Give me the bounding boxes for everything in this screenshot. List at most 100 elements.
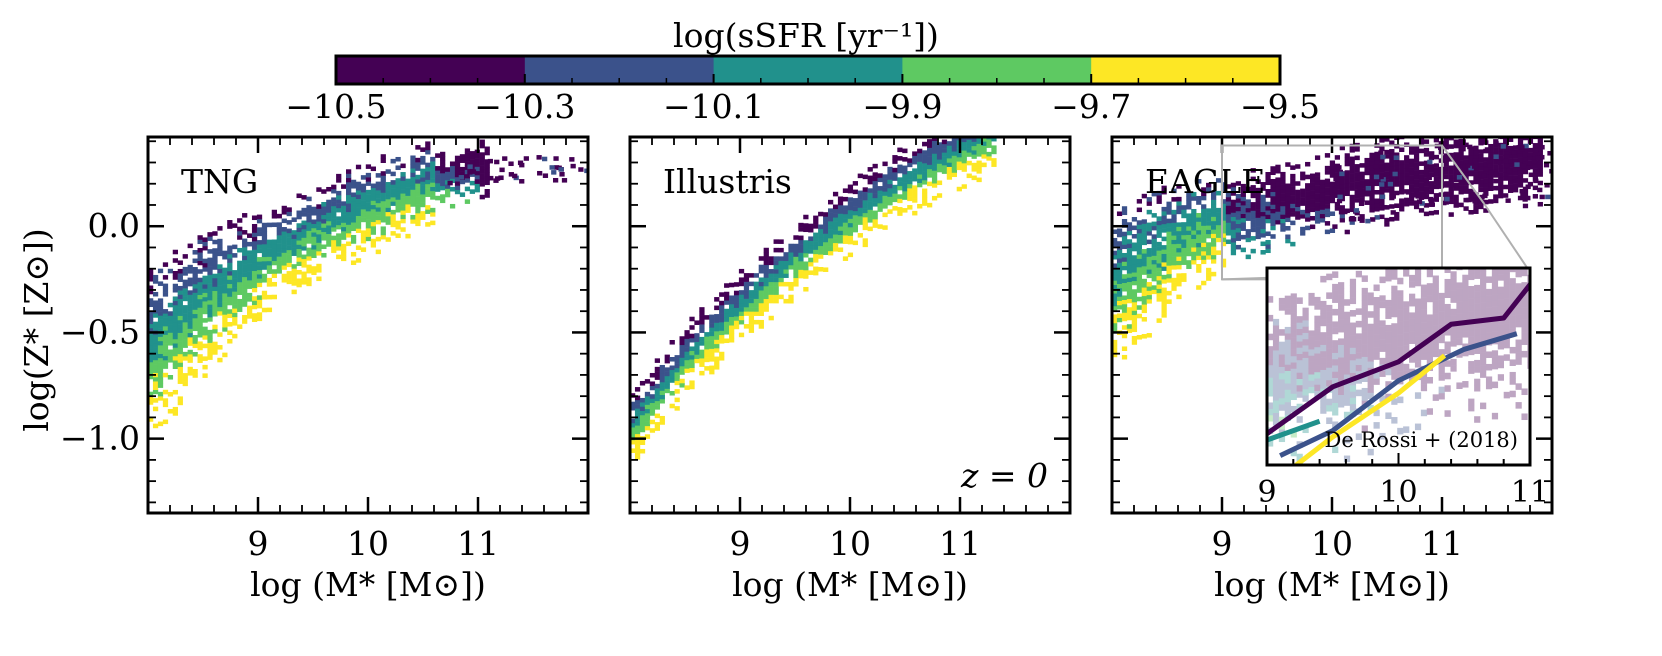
- heatmap-cell: [882, 174, 888, 179]
- heatmap-cell: [867, 201, 873, 206]
- heatmap-cell: [630, 427, 636, 432]
- heatmap-cell: [1379, 146, 1385, 152]
- inset-heatmap-cell: [1432, 350, 1439, 358]
- heatmap-cell: [385, 220, 391, 225]
- inset-heatmap-cell: [1355, 389, 1362, 397]
- heatmap-cell: [316, 225, 322, 231]
- heatmap-cell: [1151, 264, 1157, 269]
- inset-heatmap-cell: [1326, 273, 1333, 281]
- heatmap-cell: [1131, 263, 1138, 269]
- inset-heatmap-cell: [1267, 408, 1274, 416]
- heatmap-cell: [1280, 222, 1286, 228]
- heatmap-cell: [659, 381, 665, 387]
- heatmap-cell: [684, 368, 690, 373]
- heatmap-cell: [440, 198, 446, 204]
- inset-heatmap-cell: [1302, 326, 1309, 333]
- heatmap-cell: [1418, 178, 1425, 183]
- heatmap-cell: [699, 358, 705, 363]
- inset-heatmap-cell: [1474, 347, 1481, 354]
- heatmap-cell: [1211, 220, 1217, 226]
- heatmap-cell: [1250, 202, 1256, 207]
- inset-heatmap-cell: [1272, 406, 1280, 414]
- inset-heatmap-cell: [1438, 386, 1445, 394]
- inset-heatmap-cell: [1403, 270, 1410, 277]
- heatmap-cell: [1220, 228, 1227, 234]
- heatmap-cell: [1349, 173, 1355, 179]
- inset-heatmap-cell: [1444, 410, 1451, 417]
- heatmap-cell: [375, 194, 381, 199]
- inset-heatmap-cell: [1420, 347, 1428, 354]
- inset-heatmap-cell: [1426, 376, 1433, 384]
- heatmap-cell: [1146, 222, 1152, 228]
- heatmap-cell: [1161, 279, 1167, 284]
- heatmap-cell: [172, 249, 178, 255]
- heatmap-cell: [360, 204, 367, 210]
- heatmap-cell: [1528, 172, 1534, 178]
- heatmap-cell: [1196, 255, 1202, 261]
- heatmap-cell: [1121, 240, 1128, 245]
- heatmap-cell: [1380, 177, 1386, 182]
- inset-heatmap-cell: [1480, 333, 1487, 341]
- heatmap-cell: [1369, 173, 1375, 179]
- heatmap-cell: [1337, 194, 1343, 200]
- heatmap-cell: [922, 188, 928, 194]
- heatmap-cell: [1339, 205, 1345, 210]
- heatmap-cell: [430, 212, 436, 217]
- heatmap-cell: [517, 160, 524, 166]
- heatmap-cell: [867, 226, 873, 232]
- inset-heatmap-cell: [1480, 365, 1487, 372]
- heatmap-cell: [704, 349, 710, 354]
- heatmap-cell: [474, 175, 480, 180]
- inset-heatmap-cell: [1379, 276, 1386, 284]
- heatmap-cell: [222, 250, 228, 256]
- heatmap-cell: [1171, 188, 1177, 194]
- heatmap-cell: [842, 209, 849, 215]
- heatmap-cell: [251, 262, 258, 267]
- heatmap-cell: [217, 306, 223, 312]
- heatmap-cell: [1399, 206, 1405, 212]
- heatmap-cell: [1131, 297, 1138, 303]
- heatmap-cell: [276, 243, 282, 249]
- heatmap-cell: [818, 241, 824, 247]
- heatmap-cell: [644, 396, 651, 401]
- heatmap-cell: [479, 177, 485, 183]
- heatmap-cell: [1196, 200, 1202, 205]
- heatmap-cell: [977, 122, 982, 127]
- heatmap-cell: [1413, 149, 1420, 154]
- heatmap-cell: [1196, 225, 1202, 231]
- heatmap-cell: [902, 191, 908, 196]
- heatmap-cell: [902, 157, 908, 162]
- heatmap-cell: [157, 379, 164, 384]
- heatmap-cell: [669, 403, 675, 409]
- inset-heatmap-cell: [1385, 412, 1392, 420]
- heatmap-cell: [217, 277, 223, 282]
- inset-heatmap-cell: [1497, 274, 1504, 281]
- heatmap-cell: [729, 325, 735, 330]
- heatmap-cell: [227, 287, 233, 293]
- heatmap-cell: [1191, 196, 1197, 201]
- heatmap-cell: [296, 240, 302, 245]
- heatmap-cell: [454, 155, 461, 161]
- heatmap-cell: [967, 118, 972, 123]
- heatmap-cell: [331, 184, 337, 190]
- heatmap-cell: [380, 209, 386, 214]
- heatmap-cell: [1141, 257, 1147, 263]
- heatmap-cell: [1423, 147, 1430, 153]
- heatmap-cell: [912, 176, 918, 182]
- heatmap-cell: [877, 203, 883, 208]
- heatmap-cell: [1211, 191, 1217, 196]
- heatmap-cell: [286, 249, 292, 255]
- inset-heatmap-cell: [1462, 280, 1469, 288]
- heatmap-cell: [1225, 213, 1232, 219]
- inset-heatmap-cell: [1515, 358, 1522, 365]
- heatmap-cell: [197, 303, 203, 308]
- heatmap-cell: [659, 386, 665, 391]
- heatmap-cell: [684, 385, 690, 390]
- inset-heatmap-cell: [1349, 385, 1357, 392]
- heatmap-cell: [172, 309, 178, 314]
- inset-heatmap-cell: [1302, 388, 1309, 396]
- inset-heatmap-cell: [1302, 395, 1309, 402]
- inset-heatmap-cell: [1409, 331, 1416, 338]
- heatmap-cell: [519, 179, 525, 184]
- inset-heatmap-cell: [1338, 400, 1345, 408]
